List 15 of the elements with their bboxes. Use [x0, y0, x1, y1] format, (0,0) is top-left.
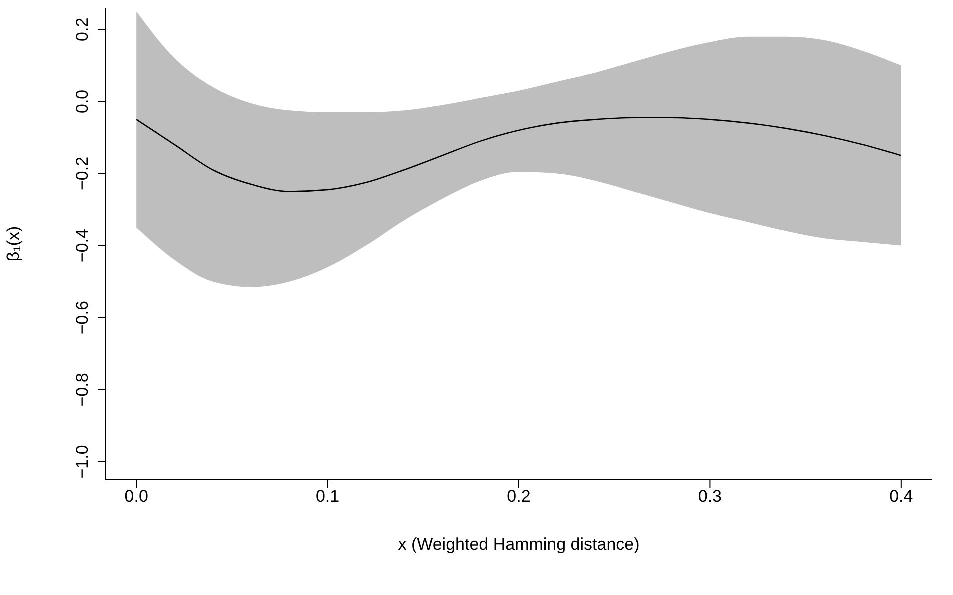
y-axis-title: β₁(x) — [4, 226, 24, 262]
x-tick-label: 0.0 — [124, 487, 148, 506]
y-tick-label: −0.4 — [73, 229, 92, 263]
y-tick-label: −0.2 — [73, 156, 92, 191]
x-tick-label: 0.1 — [316, 487, 340, 506]
y-tick-label: −0.6 — [73, 301, 92, 335]
y-tick-label: 0.0 — [73, 90, 92, 114]
y-tick-label: −0.8 — [73, 373, 92, 407]
x-axis-title: x (Weighted Hamming distance) — [398, 535, 640, 554]
y-tick-label: 0.2 — [73, 18, 92, 42]
x-tick-label: 0.3 — [698, 487, 722, 506]
y-tick-label: −1.0 — [73, 445, 92, 479]
x-tick-label: 0.4 — [890, 487, 914, 506]
x-tick-label: 0.2 — [507, 487, 531, 506]
line-series — [136, 117, 902, 192]
